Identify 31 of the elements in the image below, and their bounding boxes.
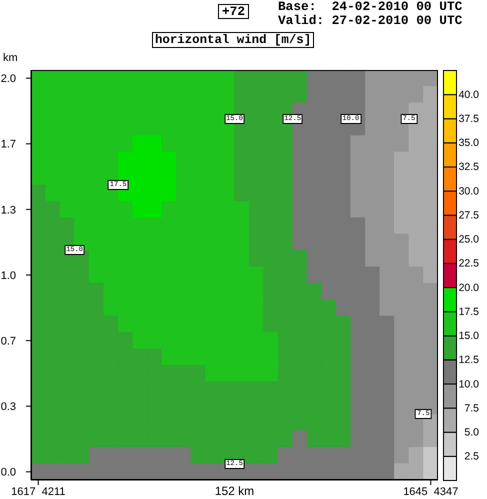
color-bar-label: 2.5 — [464, 450, 480, 463]
x-tick-label: 1617 4211 — [11, 486, 66, 498]
x-tick-label: 1645 4347 — [403, 486, 458, 498]
color-bar-label: 32.5 — [458, 161, 480, 174]
chart-title: horizontal wind [m/s] — [152, 32, 314, 48]
y-tick-label: 0.3 — [0, 401, 16, 414]
text: Valid: 27-02-2010 00 UTC — [278, 13, 462, 28]
color-bar-label: 30.0 — [458, 185, 480, 198]
y-tick-label: 1.0 — [0, 270, 16, 282]
color-bar-label: 27.5 — [458, 209, 480, 222]
color-bar-label: 15.0 — [458, 330, 480, 342]
color-bar-label: 40.0 — [458, 88, 480, 101]
color-bar-label: 12.5 — [458, 354, 480, 366]
y-tick-label: 1.7 — [0, 138, 16, 151]
y-tick-label: 0.7 — [0, 336, 16, 348]
y-axis-title: km — [3, 52, 18, 64]
color-bar-label: 10.0 — [458, 378, 480, 390]
color-bar-label: 22.5 — [458, 258, 480, 270]
color-bar-label: 20.0 — [458, 282, 480, 294]
color-bar-label: 17.5 — [458, 306, 480, 318]
color-bar-label: 5.0 — [464, 426, 480, 438]
y-tick-label: 0.0 — [0, 466, 16, 479]
color-bar-label: 37.5 — [458, 112, 480, 125]
y-tick-label: 1.3 — [0, 204, 16, 216]
color-bar-label: 7.5 — [464, 402, 480, 414]
color-bar-label: 35.0 — [458, 137, 480, 150]
text: Base: 24-02-2010 00 UTC — [278, 0, 462, 14]
y-tick-label: 2.0 — [0, 73, 16, 86]
text: +72 — [218, 4, 250, 19]
x-axis-title: 152 km — [214, 484, 254, 498]
color-bar-label: 25.0 — [458, 234, 480, 246]
